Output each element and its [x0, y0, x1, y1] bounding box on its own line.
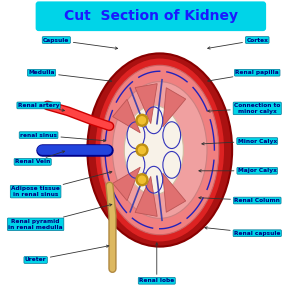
Text: Renal capsule: Renal capsule	[205, 227, 280, 236]
Ellipse shape	[112, 82, 207, 218]
Text: renal sinus: renal sinus	[20, 133, 106, 142]
Ellipse shape	[95, 58, 225, 242]
Text: Renal Vein: Renal Vein	[15, 151, 64, 164]
Text: Adipose tissue
in renal sinus: Adipose tissue in renal sinus	[11, 171, 112, 197]
Text: Major Calyx: Major Calyx	[199, 168, 277, 173]
Circle shape	[136, 174, 148, 186]
Polygon shape	[163, 88, 186, 127]
Text: Cortex: Cortex	[208, 38, 268, 49]
Text: Renal Column: Renal Column	[199, 197, 280, 203]
Polygon shape	[135, 84, 157, 124]
Polygon shape	[163, 173, 186, 212]
Circle shape	[139, 146, 145, 154]
FancyBboxPatch shape	[36, 2, 266, 31]
Text: Renal artery: Renal artery	[18, 103, 64, 111]
Polygon shape	[135, 176, 157, 216]
Polygon shape	[113, 99, 140, 133]
Text: Medulla: Medulla	[28, 70, 112, 82]
Text: Connection to
minor calyx: Connection to minor calyx	[208, 103, 280, 114]
Ellipse shape	[124, 105, 183, 195]
Ellipse shape	[100, 65, 219, 235]
Text: Renal lobe: Renal lobe	[139, 243, 174, 283]
Text: Renal pyramid
in renal medulla: Renal pyramid in renal medulla	[8, 204, 112, 230]
Text: Ureter: Ureter	[25, 245, 109, 262]
Circle shape	[136, 114, 148, 126]
Text: Cut  Section of Kidney: Cut Section of Kidney	[64, 9, 238, 23]
Polygon shape	[113, 167, 140, 201]
Circle shape	[139, 176, 145, 183]
Ellipse shape	[87, 53, 232, 247]
Text: Capsule: Capsule	[43, 38, 118, 49]
Circle shape	[139, 117, 145, 124]
Circle shape	[136, 144, 148, 156]
Text: Renal papilla: Renal papilla	[208, 70, 279, 82]
Text: Minor Calyx: Minor Calyx	[202, 139, 277, 145]
